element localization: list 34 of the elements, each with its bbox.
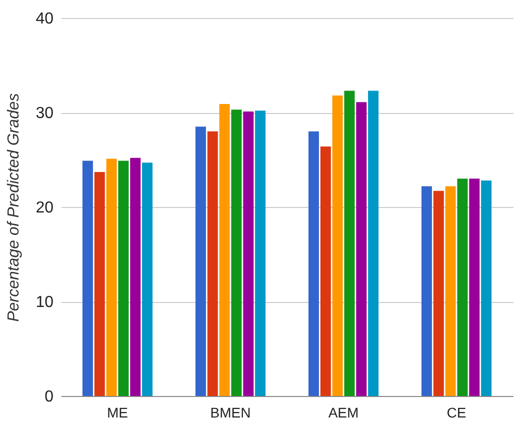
x-tick-label: CE — [446, 404, 466, 420]
bar — [445, 186, 456, 396]
bar — [457, 178, 468, 396]
bar — [255, 110, 266, 396]
bar — [433, 190, 444, 396]
bar — [142, 162, 153, 396]
bar — [344, 90, 355, 396]
y-tick-label: 40 — [36, 10, 54, 28]
bar — [130, 158, 141, 396]
bar — [243, 112, 254, 396]
bar — [118, 160, 129, 396]
x-tick-label: ME — [107, 404, 128, 420]
bar — [231, 110, 242, 396]
bar — [207, 131, 218, 396]
bar — [82, 160, 93, 396]
bar — [94, 172, 105, 396]
y-axis-title: Percentage of Predicted Grades — [6, 93, 23, 322]
y-tick-label: 20 — [36, 200, 54, 216]
bar — [308, 131, 319, 396]
bar — [106, 158, 117, 396]
x-tick-label: AEM — [328, 404, 359, 420]
x-tick-label: BMEN — [210, 404, 251, 420]
bar — [320, 146, 331, 396]
bar — [195, 126, 206, 396]
bar — [481, 180, 492, 396]
bar — [219, 104, 230, 396]
bar — [368, 90, 379, 396]
y-tick-label: 30 — [36, 105, 54, 122]
y-tick-label: 0 — [44, 388, 54, 406]
y-tick-label: 10 — [36, 294, 54, 311]
bar — [469, 178, 480, 396]
bar — [356, 102, 367, 396]
bar — [421, 186, 432, 396]
bar — [332, 95, 343, 396]
